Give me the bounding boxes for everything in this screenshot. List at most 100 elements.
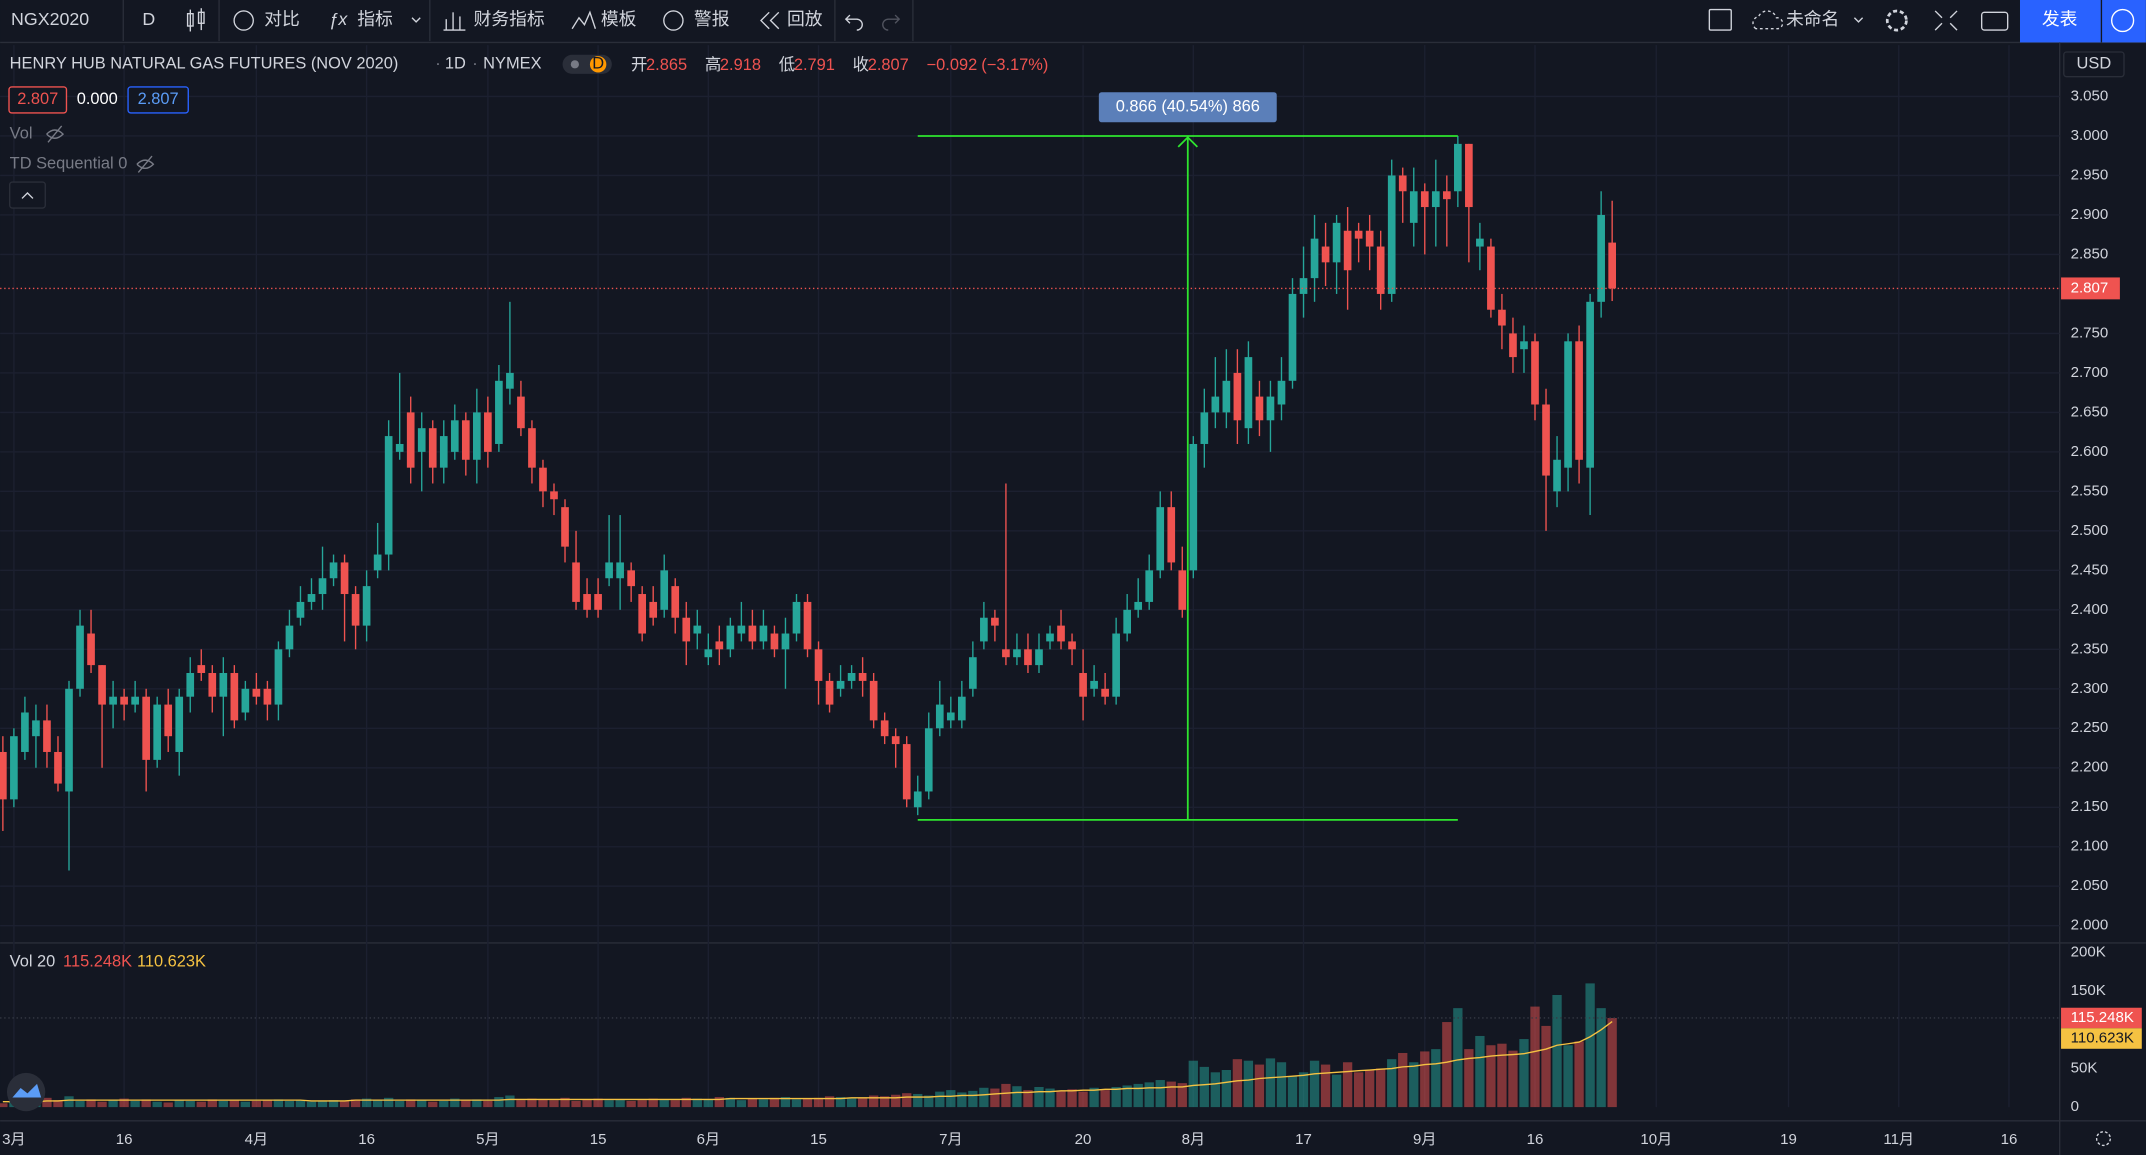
candle-body	[1454, 143, 1462, 192]
low-label: 低	[779, 56, 795, 74]
layout-button[interactable]	[1708, 8, 1732, 31]
templates-icon[interactable]	[571, 10, 597, 30]
volume-bar	[692, 1098, 702, 1108]
financials-icon[interactable]	[443, 12, 466, 31]
candle-body	[969, 657, 977, 689]
candle-body	[869, 680, 878, 721]
candle-body	[1476, 238, 1484, 247]
candle-body	[32, 720, 40, 737]
candle-body	[1365, 230, 1374, 247]
axis-settings[interactable]	[2095, 1131, 2111, 1147]
change-percent: (−3.17%)	[981, 56, 1048, 74]
templates-button[interactable]: 模板	[601, 9, 637, 29]
candle-body	[1531, 341, 1539, 405]
candle-body	[1112, 633, 1120, 697]
candle-body	[1024, 649, 1032, 666]
close-value: 2.807	[868, 56, 909, 74]
replay-play-button[interactable]	[2102, 0, 2146, 43]
logo[interactable]	[6, 1072, 46, 1112]
candle-body	[495, 380, 503, 444]
close-label: 收	[853, 56, 869, 74]
candle-body	[1321, 246, 1330, 263]
hidden-icon[interactable]	[136, 155, 155, 173]
candle-body	[704, 649, 713, 658]
x-tick-label: 8月	[1182, 1131, 1205, 1148]
candle-body	[241, 688, 250, 713]
undo-button[interactable]	[844, 14, 863, 31]
snapshot-button[interactable]	[1980, 11, 2009, 31]
y-tick-label: 2.000	[2071, 917, 2109, 934]
volume-bar	[196, 1101, 206, 1108]
compare-icon[interactable]	[233, 10, 254, 31]
candle-body	[1586, 301, 1594, 468]
candle-body	[1090, 680, 1098, 689]
volume-ma-label: 110.623K	[2071, 1029, 2134, 1046]
volume-ma-value: 110.623K	[137, 952, 206, 970]
indicators-button[interactable]: 指标	[357, 9, 393, 29]
volume-bar	[163, 1102, 173, 1108]
replay-icon[interactable]	[760, 11, 780, 30]
replay-button[interactable]: 回放	[787, 9, 823, 29]
y-tick-label: 2.900	[2071, 206, 2109, 223]
publish-button[interactable]	[2019, 0, 2101, 43]
y-tick-label: 2.100	[2071, 838, 2109, 855]
alerts-button[interactable]: 警报	[694, 9, 730, 29]
x-tick-label: 10月	[1640, 1131, 1672, 1148]
redo-button[interactable]	[882, 14, 901, 31]
delay-dot	[589, 56, 607, 73]
candle-body	[0, 751, 7, 800]
x-tick-label: 4月	[245, 1131, 268, 1148]
candle-body	[814, 649, 823, 681]
dropdown-icon[interactable]	[1853, 17, 1864, 23]
financials-button[interactable]: 财务指标	[474, 9, 545, 29]
fullscreen-button[interactable]	[1934, 10, 1958, 31]
indicators-icon[interactable]: ƒx	[329, 9, 349, 29]
volume-bar	[64, 1096, 74, 1108]
volume-bar	[339, 1100, 350, 1108]
volume-bar	[384, 1097, 394, 1108]
volume-bar	[450, 1098, 460, 1108]
chart-type-icon[interactable]	[186, 8, 205, 32]
volume-bar	[1067, 1089, 1077, 1108]
overlay-label[interactable]: TD Sequential 0	[10, 155, 128, 173]
interval-button[interactable]: D	[142, 9, 155, 29]
volume-bar	[714, 1097, 724, 1108]
currency[interactable]: USD	[2077, 55, 2112, 73]
candle-body	[1068, 641, 1076, 650]
volume-bar	[1409, 1062, 1419, 1108]
candle-body	[825, 680, 834, 705]
volume-bar	[560, 1097, 570, 1108]
collapse-button[interactable]	[9, 181, 46, 209]
alerts-icon[interactable]	[663, 10, 684, 31]
candle-body	[1101, 688, 1109, 697]
currency-box[interactable]	[2063, 51, 2125, 78]
volume-bar	[1420, 1051, 1430, 1108]
candle-body	[1520, 341, 1528, 350]
candle-body	[98, 665, 106, 705]
y-tick-label: 2.650	[2071, 403, 2109, 420]
volume-value: 115.248K	[63, 952, 132, 970]
layout-name[interactable]: 未命名	[1786, 9, 1839, 29]
hidden-icon[interactable]	[46, 125, 65, 143]
play-icon	[2110, 8, 2135, 33]
volume-bar	[527, 1098, 537, 1108]
cloud-icon[interactable]	[1752, 10, 1784, 30]
volume-bar	[494, 1097, 504, 1108]
candle-body	[1211, 396, 1220, 413]
dot: ·	[472, 55, 477, 73]
volume-bar	[1133, 1083, 1143, 1108]
symbol[interactable]: NGX2020	[11, 9, 89, 29]
dropdown-icon[interactable]	[411, 17, 421, 23]
candle-body	[274, 649, 283, 705]
overlay-label[interactable]: Vol	[10, 124, 33, 142]
candle-body	[164, 704, 173, 737]
candle-body	[109, 696, 117, 705]
candle-body	[638, 594, 647, 634]
publish-label[interactable]: 发表	[2042, 9, 2078, 29]
compare-button[interactable]: 对比	[264, 9, 300, 29]
candle-body	[1156, 507, 1165, 571]
candle-body	[737, 625, 746, 634]
candle-body	[1553, 459, 1561, 492]
volume-bar	[891, 1094, 901, 1108]
volume-bar	[615, 1099, 625, 1108]
